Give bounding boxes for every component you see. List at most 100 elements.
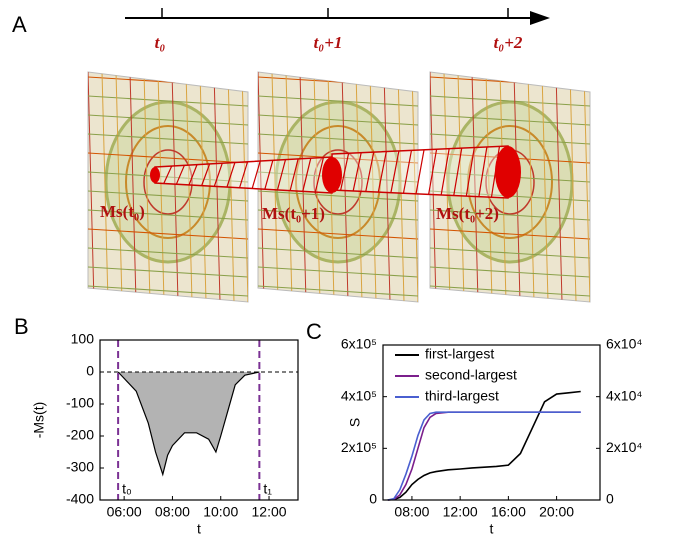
map-road	[199, 72, 207, 302]
legend-label: third-largest	[425, 388, 499, 404]
tube-hatch	[377, 151, 387, 193]
map-road	[430, 285, 590, 297]
area-fill	[118, 372, 260, 475]
y-axis-label: S	[347, 418, 363, 427]
tube-hatch	[226, 162, 236, 188]
timeline-arrow	[530, 11, 550, 25]
y2-tick-label: 0	[606, 491, 614, 507]
map-road	[88, 171, 248, 183]
y2-tick-label: 4x10⁴	[606, 387, 642, 403]
map-road	[258, 247, 418, 259]
map-ring	[143, 149, 193, 215]
map-road	[88, 228, 248, 240]
map-road	[88, 72, 95, 302]
tube-hatch	[365, 152, 375, 192]
tube-hatch	[415, 149, 425, 195]
series-line	[387, 411, 581, 501]
tube-hatch	[390, 151, 400, 193]
map-ring	[104, 100, 232, 264]
map-road	[143, 72, 151, 302]
x-tick-label: 06:00	[107, 504, 142, 520]
map-road	[258, 114, 418, 126]
state-label: Ms(t₀)	[100, 202, 145, 221]
tube-hatch	[213, 163, 223, 187]
annotation-label: t₁	[263, 481, 272, 497]
map-road	[101, 72, 109, 302]
map-road	[88, 133, 248, 145]
y-axis-label: -Ms(t)	[31, 402, 47, 439]
map-road	[258, 152, 418, 164]
x-tick-label: 20:00	[539, 504, 574, 520]
map-road	[299, 72, 307, 302]
state-blob	[150, 167, 160, 183]
map-road	[383, 72, 391, 302]
map-road	[258, 190, 418, 202]
map-ring	[467, 125, 553, 239]
map-road	[258, 228, 418, 240]
y2-tick-label: 6x10⁴	[606, 336, 642, 352]
tube-hatch	[302, 158, 312, 192]
map-road	[88, 266, 248, 278]
y-tick-label: 0	[86, 363, 94, 379]
x-tick-label: 12:00	[443, 504, 478, 520]
map-road	[157, 72, 165, 302]
map-road	[485, 72, 493, 302]
x-tick-label: 08:00	[394, 504, 429, 520]
timeline-label: t₀+2	[494, 33, 523, 52]
plot: t₀ t₁	[100, 340, 298, 500]
annotation-label: t₀	[122, 481, 132, 497]
map-road	[129, 72, 137, 302]
legend-label: first-largest	[425, 346, 494, 362]
y-tick-label: -100	[66, 395, 94, 411]
legend-label: second-largest	[425, 367, 517, 383]
map-road	[88, 114, 248, 126]
map-road	[430, 266, 590, 278]
map-road	[397, 72, 405, 302]
tube-hatch	[339, 153, 350, 191]
plot-frame	[99, 339, 299, 501]
map-road	[430, 95, 590, 107]
state-label: Ms(t₀+2)	[436, 204, 499, 223]
tube-hatch	[453, 148, 463, 196]
map-road	[258, 72, 265, 302]
x-tick-label: 16:00	[491, 504, 526, 520]
panel-label: B	[14, 314, 29, 339]
y-tick-label: 6x10⁵	[341, 336, 377, 352]
tube-hatch	[163, 166, 173, 184]
series-line	[387, 411, 581, 501]
tube-hatch	[440, 148, 450, 196]
map-road	[355, 72, 363, 302]
map-road	[471, 72, 479, 302]
tube-hatch	[314, 157, 324, 193]
y-tick-label: 100	[71, 331, 95, 347]
x-tick-label: 08:00	[155, 504, 190, 520]
tubes	[150, 145, 521, 199]
map-road	[88, 285, 248, 297]
map-road	[457, 72, 465, 302]
state-blob	[322, 157, 342, 193]
tube-hatch	[201, 163, 211, 187]
y-tick-label: 0	[369, 491, 377, 507]
map-road	[115, 72, 123, 302]
map-road	[88, 152, 248, 164]
map-road	[258, 285, 418, 297]
tube-hatch	[465, 147, 475, 197]
map-road	[430, 247, 590, 259]
tube-hatch	[238, 161, 249, 189]
tube-hatch	[289, 158, 299, 192]
panel-label: C	[306, 319, 322, 344]
panel-label: A	[12, 12, 27, 37]
y-tick-label: 4x10⁵	[341, 387, 377, 403]
map-road	[369, 72, 377, 302]
plot-frame	[382, 344, 601, 501]
map-road	[271, 72, 279, 302]
x-axis-label: t	[197, 521, 201, 537]
tube-hatch	[276, 159, 287, 191]
map-road	[285, 72, 293, 302]
tube-hatch	[402, 150, 413, 194]
state-blob	[495, 146, 521, 198]
map	[87, 71, 249, 303]
x-tick-label: 12:00	[252, 504, 287, 520]
series-line	[387, 390, 581, 501]
